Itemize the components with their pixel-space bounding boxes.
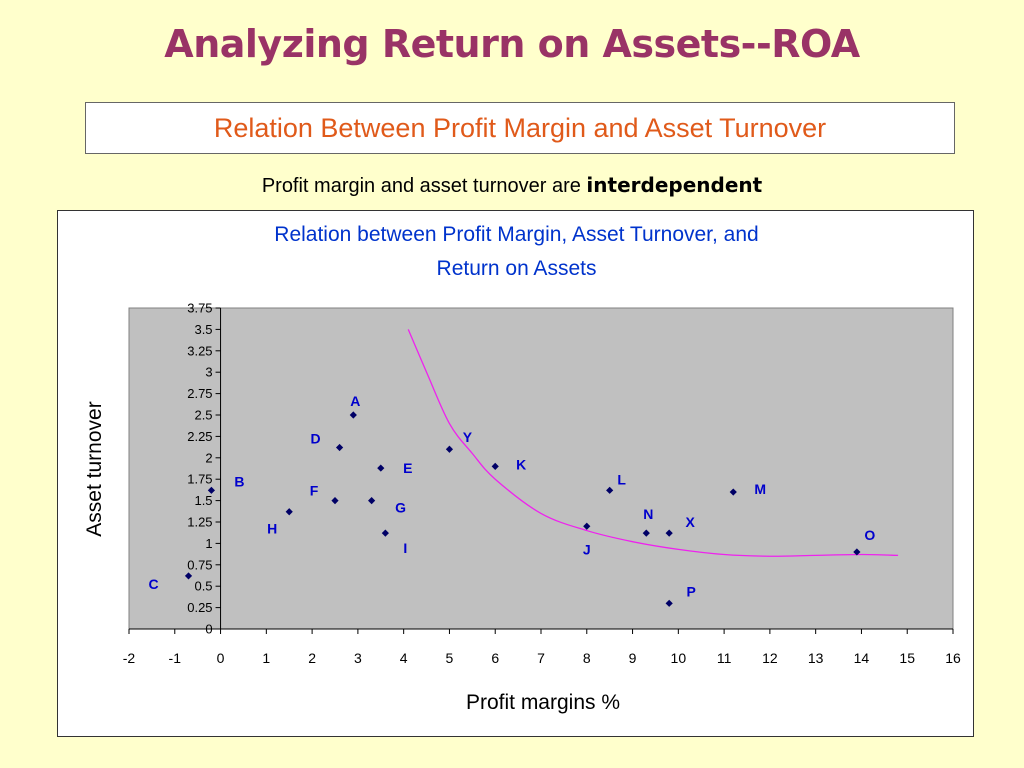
point-label-h: H <box>267 521 277 537</box>
data-point-y <box>445 445 454 453</box>
x-tick-label: 14 <box>854 650 870 666</box>
x-tick-label: 9 <box>629 650 637 666</box>
x-tick-label: 8 <box>583 650 591 666</box>
y-tick-label: 2 <box>205 450 212 465</box>
y-tick-label: 1 <box>205 536 212 551</box>
y-tick-label: 2.25 <box>187 429 212 444</box>
point-label-p: P <box>687 583 696 599</box>
x-tick-label: 0 <box>217 650 225 666</box>
caption-prefix: Profit margin and asset turnover are <box>261 175 587 197</box>
scatter-chart: 0 0.25 0.5 0.75 1 1.25 1.5 1.75 2 2.25 2.5 2.75 3 3.2… <box>83 301 961 715</box>
point-label-j: J <box>583 541 591 557</box>
y-tick-label: 1.25 <box>187 515 212 530</box>
point-label-m: M <box>754 481 766 497</box>
chart-title-line-2: Return on Assets <box>436 257 597 280</box>
y-tick-label: 0.75 <box>187 557 212 572</box>
x-tick-label: 12 <box>762 650 778 666</box>
data-point-b <box>207 486 215 494</box>
data-point-h <box>285 508 293 516</box>
point-label-i: I <box>403 540 407 556</box>
data-point-o <box>853 548 861 556</box>
y-axis-label: Asset turnover <box>83 401 106 536</box>
data-point-a <box>349 411 357 419</box>
chart-title-line-1: Relation between Profit Margin, Asset Tu… <box>274 223 759 246</box>
x-tick-label: 1 <box>262 650 270 666</box>
iso-roa-curve <box>407 329 899 557</box>
x-tick-label: 7 <box>537 650 545 666</box>
caption-emphasis: interdependent <box>586 173 763 197</box>
y-tick-label: 1.75 <box>187 472 212 487</box>
data-point-i <box>381 529 389 537</box>
y-tick-label: 2.75 <box>187 386 212 401</box>
y-axis: 00.250.50.7511.251.51.7522.252.52.7533.2… <box>187 301 222 637</box>
point-label-c: C <box>148 576 158 592</box>
chart-frame: Relation between Profit Margin, Asset Tu… <box>57 210 974 737</box>
x-tick-label: 5 <box>446 650 454 666</box>
y-tick-label: 2.5 <box>194 408 212 423</box>
data-point-f <box>331 497 339 505</box>
caption: Profit margin and asset turnover are int… <box>0 173 1024 198</box>
point-label-b: B <box>234 473 244 489</box>
point-label-d: D <box>311 431 321 447</box>
subtitle-box: Relation Between Profit Margin and Asset… <box>85 102 955 154</box>
x-axis: -2 -1 0 1 2 3 4 5 6 7 8 9 10 11 12 13 14 15 16 <box>123 628 961 666</box>
x-tick-label: 3 <box>354 650 362 666</box>
y-tick-label: 3.5 <box>194 322 212 337</box>
x-tick-label: 10 <box>671 650 687 666</box>
data-point-l <box>606 486 614 494</box>
data-point-k <box>491 462 499 470</box>
y-tick-label: 1.5 <box>194 493 212 508</box>
subtitle-text: Relation Between Profit Margin and Asset… <box>213 112 827 143</box>
point-label-n: N <box>643 506 653 522</box>
data-point-c <box>184 572 193 580</box>
plot-area <box>128 307 954 630</box>
x-tick-label: 6 <box>491 650 499 666</box>
x-tick-label: -1 <box>169 650 182 666</box>
y-tick-label: 3.25 <box>187 343 212 358</box>
x-tick-label: 16 <box>945 650 961 666</box>
point-label-x: X <box>686 514 696 530</box>
data-point-g <box>368 497 376 505</box>
point-label-l: L <box>617 471 626 487</box>
y-tick-label: 0.5 <box>194 579 212 594</box>
data-points: A B C D E F G H I J K L M N O P X Y <box>148 393 875 607</box>
x-tick-label: 11 <box>717 650 732 666</box>
x-tick-label: 4 <box>400 650 408 666</box>
data-point-j <box>583 522 591 530</box>
point-label-k: K <box>516 456 526 472</box>
point-label-f: F <box>310 483 319 499</box>
point-label-y: Y <box>463 429 473 445</box>
point-label-g: G <box>395 500 406 516</box>
x-tick-label: 15 <box>899 650 915 666</box>
point-label-e: E <box>403 460 412 476</box>
y-tick-label: 3.75 <box>187 301 212 316</box>
data-point-p <box>665 599 673 607</box>
y-tick-label: 3 <box>205 365 212 380</box>
point-label-a: A <box>350 393 360 409</box>
x-tick-label: -2 <box>123 650 136 666</box>
slide-title: Analyzing Return on Assets--ROA <box>164 22 860 66</box>
data-point-m <box>729 488 737 496</box>
y-tick-label: 0.25 <box>187 600 212 615</box>
x-tick-label: 13 <box>808 650 824 666</box>
data-point-n <box>642 529 650 537</box>
point-label-o: O <box>864 527 875 543</box>
x-tick-label: 2 <box>308 650 316 666</box>
data-point-x <box>665 529 673 537</box>
x-axis-label: Profit margins % <box>466 691 620 714</box>
